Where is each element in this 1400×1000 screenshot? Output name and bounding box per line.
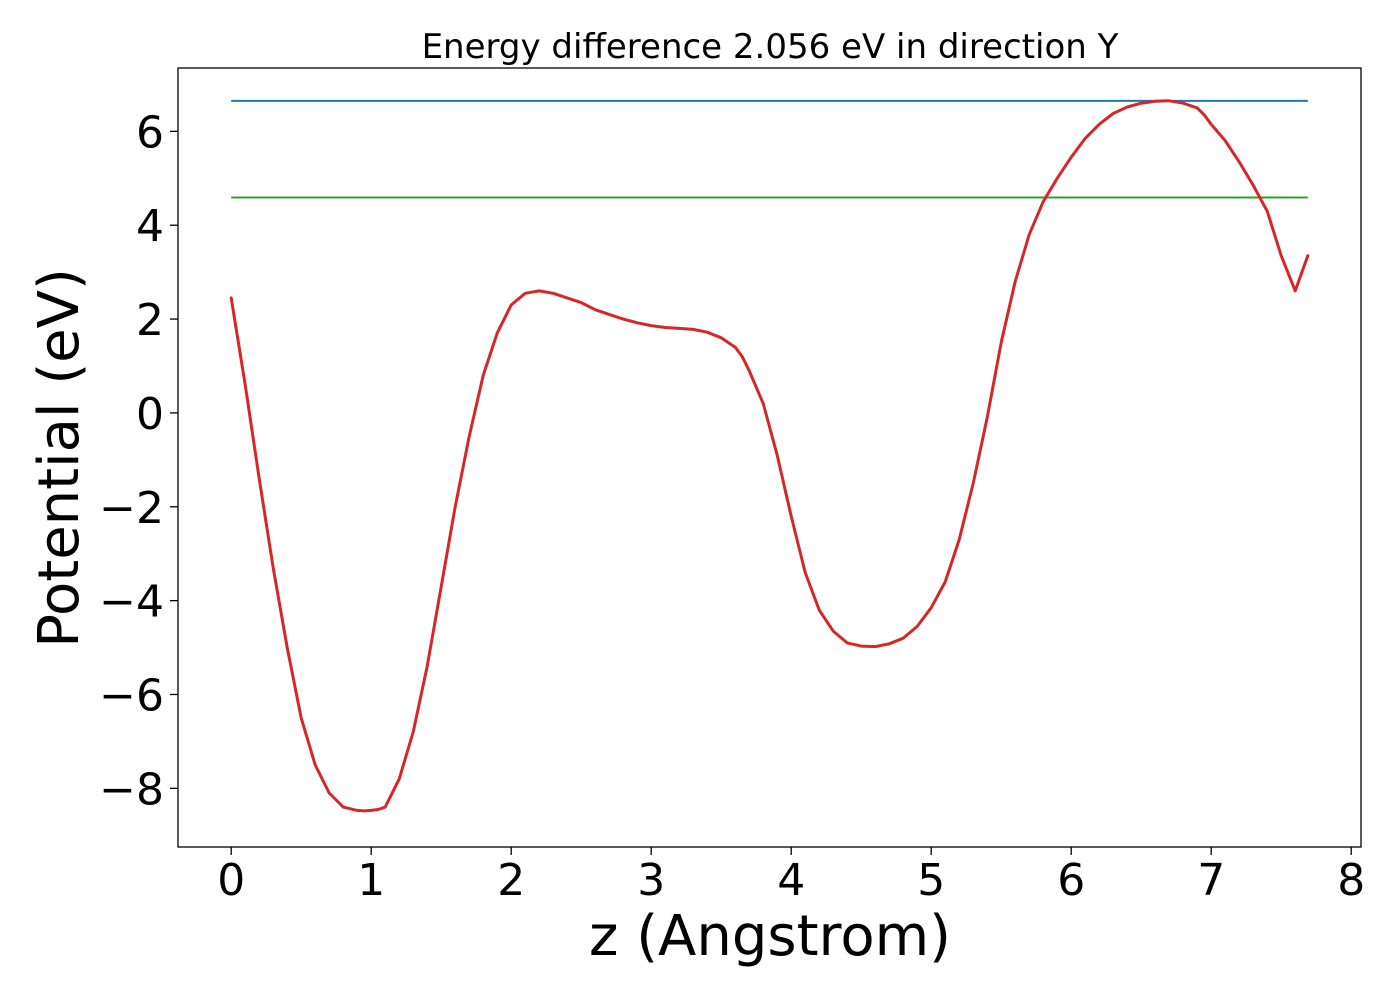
y-tick-label: −6 xyxy=(99,670,164,721)
y-axis-label: Potential (eV) xyxy=(27,268,92,648)
y-tick-label: 6 xyxy=(136,107,164,158)
x-tick-label: 4 xyxy=(777,855,805,906)
x-axis-ticks: 0 1 2 3 4 5 6 7 8 xyxy=(217,847,1365,906)
x-tick-label: 0 xyxy=(217,855,245,906)
data-series xyxy=(229,99,1310,813)
y-tick-label: 0 xyxy=(136,389,164,440)
y-tick-label: −4 xyxy=(99,577,164,628)
x-axis-label: z (Angstrom) xyxy=(589,904,951,969)
x-tick-label: 1 xyxy=(357,855,385,906)
x-tick-label: 3 xyxy=(637,855,665,906)
x-tick-label: 6 xyxy=(1057,855,1085,906)
y-tick-label: 4 xyxy=(136,201,164,252)
y-axis-ticks: −8 −6 −4 −2 0 2 4 6 xyxy=(99,107,178,815)
reference-lines xyxy=(231,99,1308,199)
x-tick-label: 8 xyxy=(1337,855,1365,906)
chart-title: Energy difference 2.056 eV in direction … xyxy=(422,27,1119,67)
x-tick-label: 5 xyxy=(917,855,945,906)
y-tick-label: −8 xyxy=(99,764,164,815)
plot-frame xyxy=(177,67,1362,848)
x-tick-label: 2 xyxy=(497,855,525,906)
x-tick-label: 7 xyxy=(1197,855,1225,906)
potential-curve xyxy=(229,99,1310,813)
y-tick-label: −2 xyxy=(99,483,164,534)
y-tick-label: 2 xyxy=(136,295,164,346)
